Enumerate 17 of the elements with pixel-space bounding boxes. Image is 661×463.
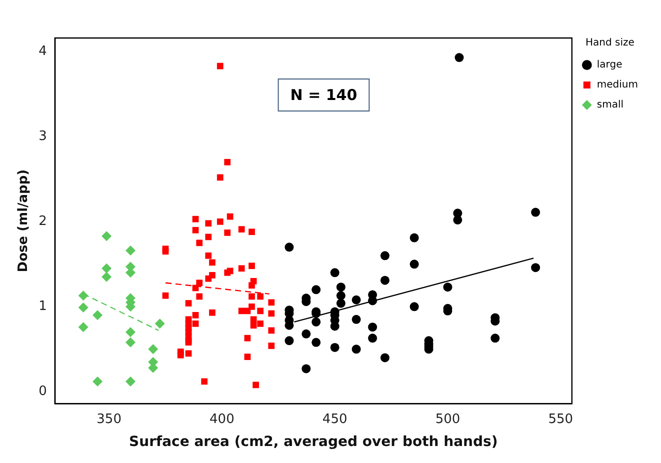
y-axis-title: Dose (ml/app) <box>16 169 32 272</box>
x-tick-label: 500 <box>435 412 460 427</box>
x-axis-title: Surface area (cm2, averaged over both hands) <box>129 434 498 450</box>
x-tick-label: 350 <box>96 412 122 427</box>
x-tick-label: 400 <box>210 412 234 427</box>
legend-label: medium <box>596 80 638 91</box>
legend-title: Hand size <box>586 38 634 49</box>
y-tick-label: 4 <box>38 44 47 59</box>
legend-label: large <box>596 60 622 71</box>
y-tick-label: 0 <box>38 384 47 400</box>
legend-label: small <box>596 100 624 111</box>
y-tick-label: 3 <box>38 129 47 144</box>
x-tick-label: 450 <box>322 412 348 427</box>
y-tick-label: 1 <box>38 299 47 314</box>
annotation: N = 140 <box>290 86 358 104</box>
y-tick-label: 2 <box>38 214 47 230</box>
x-tick-label: 550 <box>548 412 574 427</box>
